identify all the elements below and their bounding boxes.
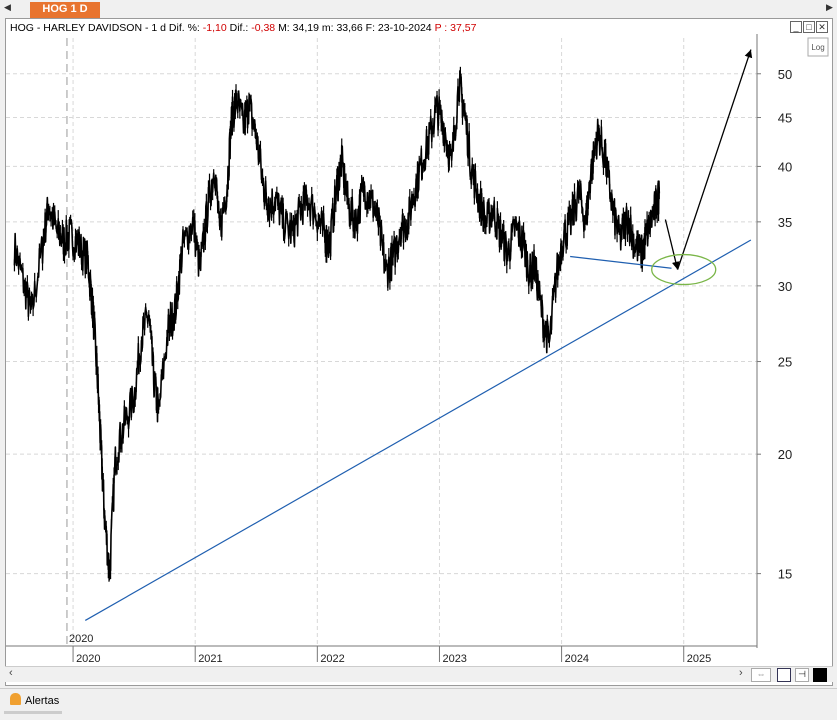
color-icon[interactable] bbox=[813, 668, 827, 682]
maximize-icon[interactable]: □ bbox=[803, 21, 815, 33]
tab-scroll-left-icon[interactable]: ◀ bbox=[4, 2, 11, 12]
log-toggle-label[interactable]: Log bbox=[811, 43, 824, 52]
scroll-right-icon[interactable]: › bbox=[739, 667, 743, 679]
max-label: M: bbox=[278, 22, 290, 34]
price-value: 37,57 bbox=[450, 22, 477, 34]
date-label: F: bbox=[365, 22, 375, 34]
tab-hog-1d[interactable]: HOG 1 D bbox=[30, 2, 100, 18]
y-tick-label: 30 bbox=[778, 279, 792, 294]
y-tick-label: 50 bbox=[778, 67, 792, 82]
x-tick-label: 2024 bbox=[565, 653, 589, 665]
year-marker: 2020 bbox=[66, 38, 93, 646]
close-icon[interactable]: ✕ bbox=[816, 21, 828, 33]
status-bar: Alertas bbox=[0, 688, 837, 720]
y-axis: 15 20 25 30 35 40 45 50 bbox=[756, 34, 792, 648]
x-tick-label: 2020 bbox=[76, 653, 100, 665]
price-line bbox=[13, 69, 661, 581]
pin-icon[interactable]: ⊣ bbox=[795, 668, 809, 682]
arrow bbox=[676, 49, 753, 270]
y-tick-label: 25 bbox=[778, 355, 792, 370]
dif-label: Dif.: bbox=[229, 22, 249, 34]
dif-pct-label: Dif. %: bbox=[168, 22, 200, 34]
log-toggle[interactable]: Log bbox=[807, 37, 829, 57]
chart-info-bar: HOG - HARLEY DAVIDSON - 1 d Dif. %: -1,1… bbox=[6, 19, 832, 37]
price-series bbox=[13, 66, 661, 582]
min-label: m: bbox=[321, 22, 334, 34]
y-tick-label: 40 bbox=[778, 159, 792, 174]
y-tick-label: 20 bbox=[778, 447, 792, 462]
x-axis: 2020 2021 2022 2023 2024 2025 bbox=[6, 645, 757, 665]
horizontal-scrollbar[interactable]: ‹ ⇔ ⊣ › bbox=[5, 666, 833, 682]
x-tick-label: 2023 bbox=[442, 653, 466, 665]
instrument-title: HOG - HARLEY DAVIDSON - 1 d bbox=[10, 22, 166, 34]
x-tick-label: 2025 bbox=[687, 653, 711, 665]
bell-icon bbox=[10, 693, 21, 705]
minimize-icon[interactable]: _ bbox=[790, 21, 802, 33]
alerts-button[interactable]: Alertas bbox=[10, 693, 59, 707]
price-label: P : bbox=[434, 22, 448, 34]
x-tick-label: 2021 bbox=[198, 653, 222, 665]
zoom-fit-icon[interactable]: ⇔ bbox=[751, 668, 771, 682]
dif-value: -0,38 bbox=[251, 22, 276, 34]
y-tick-label: 45 bbox=[778, 111, 792, 126]
date-value: 23-10-2024 bbox=[377, 22, 432, 34]
tab-bar: ◀ HOG 1 D ▶ bbox=[0, 0, 837, 18]
year-marker-label: 2020 bbox=[69, 633, 93, 645]
dif-pct-value: -1,10 bbox=[202, 22, 227, 34]
trendline bbox=[570, 255, 672, 269]
trendline bbox=[84, 239, 752, 621]
alerts-label: Alertas bbox=[25, 695, 60, 707]
y-tick-label: 15 bbox=[778, 567, 792, 582]
save-icon[interactable] bbox=[777, 668, 791, 682]
chart-panel: HOG - HARLEY DAVIDSON - 1 d Dif. %: -1,1… bbox=[5, 18, 833, 686]
annotations bbox=[84, 49, 753, 621]
chart-grid bbox=[6, 38, 757, 646]
tab-scroll-right-icon[interactable]: ▶ bbox=[826, 2, 833, 12]
alerts-underline bbox=[4, 711, 62, 714]
arrow bbox=[664, 219, 680, 270]
x-tick-label: 2022 bbox=[320, 653, 344, 665]
max-value: 34,19 bbox=[292, 22, 319, 34]
scroll-left-icon[interactable]: ‹ bbox=[9, 667, 13, 679]
window-controls: _ □ ✕ bbox=[789, 21, 828, 33]
target-ellipse bbox=[651, 253, 717, 286]
y-tick-label: 35 bbox=[778, 215, 792, 230]
min-value: 33,66 bbox=[336, 22, 363, 34]
